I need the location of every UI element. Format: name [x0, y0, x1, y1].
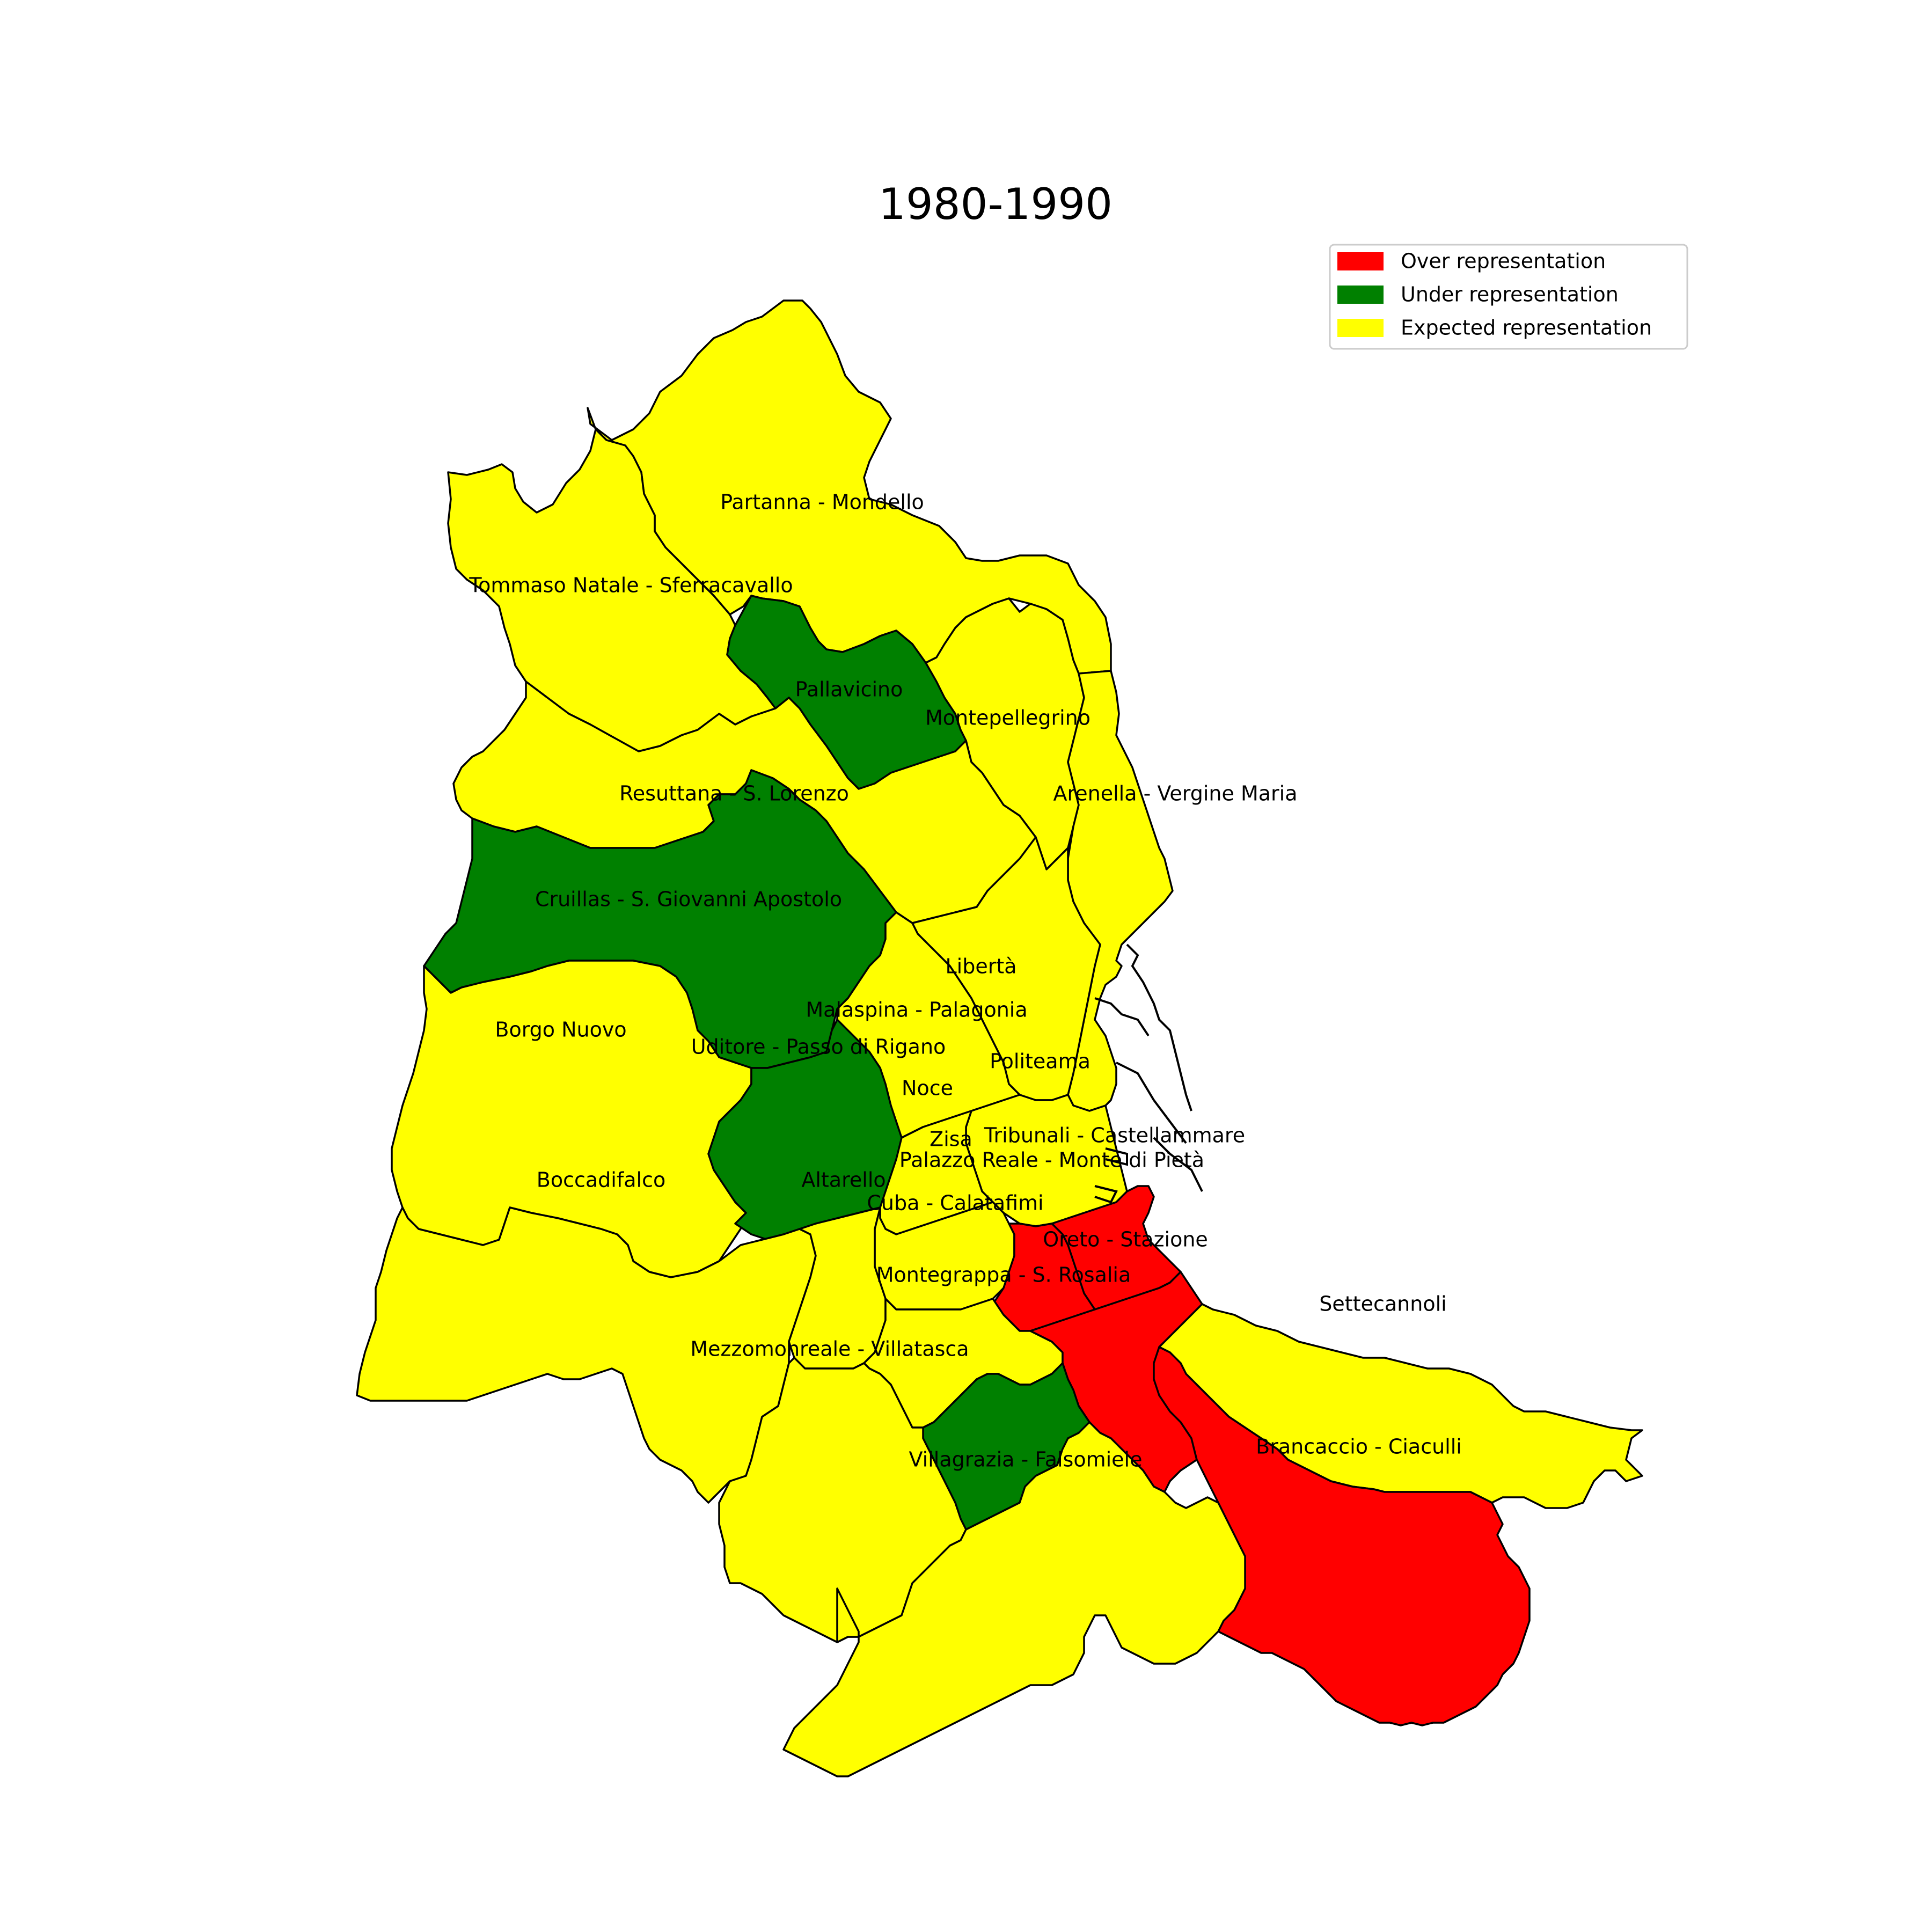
- district-label: Settecannoli: [1319, 1292, 1446, 1316]
- district-label: Noce: [902, 1077, 953, 1100]
- legend-swatch-under: [1337, 286, 1384, 304]
- district-label: Cuba - Calatafimi: [867, 1191, 1043, 1215]
- district-label: Altarello: [801, 1168, 885, 1192]
- legend-frame: [1329, 244, 1688, 350]
- district-label: Montegrappa - S. Rosalia: [876, 1263, 1131, 1287]
- district-label: Boccadifalco: [537, 1168, 665, 1192]
- district-label: Cruillas - S. Giovanni Apostolo: [535, 888, 842, 911]
- district-label: Arenella - Vergine Maria: [1053, 782, 1297, 806]
- district-borgo-nuovo[interactable]: [391, 960, 752, 1278]
- district-label: Mezzomonreale - Villatasca: [690, 1337, 969, 1361]
- districts-layer: [356, 299, 1643, 1777]
- legend-label-under: Under representation: [1401, 283, 1619, 306]
- district-villagrazia-falsomiele[interactable]: [782, 1421, 1246, 1777]
- district-label: Pallavicino: [795, 678, 903, 701]
- legend-swatch-over: [1337, 252, 1384, 270]
- district-label: Malaspina - Palagonia: [806, 998, 1027, 1022]
- district-label: Villagrazia - Falsomiele: [909, 1448, 1143, 1472]
- district-label: Politeama: [990, 1050, 1091, 1073]
- district-label: Uditore - Passo di Rigano: [691, 1035, 946, 1059]
- district-label: Tommaso Natale - Sferracavallo: [469, 574, 793, 597]
- legend-label-expected: Expected representation: [1401, 316, 1652, 340]
- labels-layer: Partanna - Mondello Tommaso Natale - Sfe…: [469, 491, 1461, 1472]
- legend-label-over: Over representation: [1401, 250, 1606, 273]
- district-label: Libertà: [945, 955, 1016, 978]
- district-label: Partanna - Mondello: [720, 491, 924, 514]
- district-label: Montepellegrino: [925, 706, 1091, 730]
- district-boccadifalco[interactable]: [356, 1206, 817, 1504]
- district-label: Brancaccio - Ciaculli: [1256, 1435, 1462, 1459]
- district-label: Borgo Nuovo: [495, 1018, 626, 1042]
- legend: Over representation Under representation…: [1329, 244, 1688, 350]
- district-label: Tribunali - Castellammare: [984, 1124, 1245, 1147]
- district-label: Palazzo Reale - Monte di Pietà: [899, 1148, 1204, 1172]
- district-label: Resuttana - S. Lorenzo: [619, 782, 849, 806]
- port-outline: [1094, 943, 1203, 1204]
- map-title: 1980-1990: [879, 179, 1113, 229]
- legend-swatch-expected: [1337, 319, 1384, 337]
- district-label: Oreto - Stazione: [1043, 1228, 1208, 1252]
- district-label: Zisa: [930, 1128, 972, 1151]
